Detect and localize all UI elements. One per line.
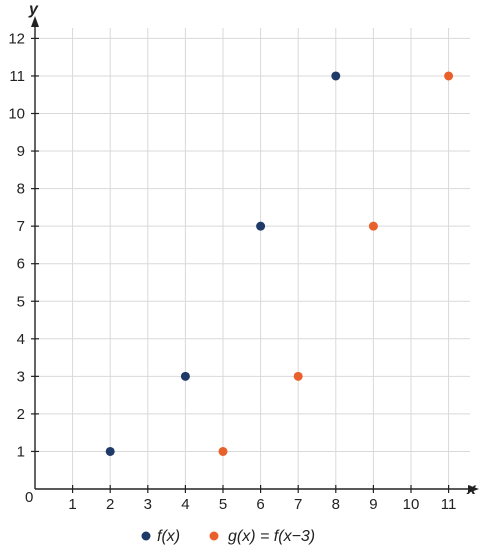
point-series1-0 bbox=[218, 446, 228, 456]
y-tick-label-10: 10 bbox=[8, 106, 25, 123]
x-tick-label-7: 7 bbox=[294, 496, 302, 513]
x-tick-label-4: 4 bbox=[181, 496, 189, 513]
origin-label: 0 bbox=[25, 489, 33, 506]
x-tick-label-6: 6 bbox=[256, 496, 264, 513]
legend-marker-g bbox=[209, 531, 219, 541]
x-tick-label-5: 5 bbox=[219, 496, 227, 513]
x-axis-arrow-icon bbox=[468, 485, 479, 493]
x-tick-label-3: 3 bbox=[144, 496, 152, 513]
y-tick-label-2: 2 bbox=[17, 406, 25, 423]
point-series1-1 bbox=[293, 371, 303, 381]
point-series0-0 bbox=[105, 446, 115, 456]
y-tick-label-6: 6 bbox=[17, 256, 25, 273]
legend-label-g: g(x) = f(x−3) bbox=[228, 528, 315, 545]
x-tick-label-1: 1 bbox=[68, 496, 76, 513]
legend-label-f: f(x) bbox=[157, 528, 180, 545]
grid bbox=[35, 28, 470, 489]
legend-marker-f bbox=[141, 531, 151, 541]
data-points bbox=[105, 71, 454, 456]
point-series0-1 bbox=[180, 371, 190, 381]
y-tick-label-12: 12 bbox=[8, 30, 25, 47]
y-tick-label-7: 7 bbox=[17, 218, 25, 235]
ticks bbox=[31, 37, 450, 493]
point-series0-3 bbox=[331, 71, 341, 81]
y-tick-label-9: 9 bbox=[17, 143, 25, 160]
x-tick-label-8: 8 bbox=[332, 496, 340, 513]
y-tick-label-11: 11 bbox=[9, 68, 25, 85]
y-tick-label-5: 5 bbox=[17, 293, 25, 310]
y-tick-label-4: 4 bbox=[17, 331, 25, 348]
y-tick-label-3: 3 bbox=[17, 368, 25, 385]
point-series1-2 bbox=[368, 221, 378, 231]
y-tick-label-8: 8 bbox=[17, 181, 25, 198]
legend: f(x) g(x) = f(x−3) bbox=[141, 528, 315, 545]
y-axis-title: y bbox=[28, 1, 39, 18]
y-tick-label-1: 1 bbox=[17, 443, 25, 460]
point-series0-2 bbox=[256, 221, 266, 231]
axes bbox=[31, 16, 479, 493]
x-tick-label-2: 2 bbox=[106, 496, 114, 513]
y-axis-arrow-icon bbox=[31, 16, 39, 27]
point-series1-3 bbox=[444, 71, 454, 81]
x-tick-label-9: 9 bbox=[369, 496, 377, 513]
x-tick-label-10: 10 bbox=[403, 496, 420, 513]
x-axis-title: x bbox=[466, 481, 477, 498]
x-tick-label-11: 11 bbox=[441, 496, 457, 513]
